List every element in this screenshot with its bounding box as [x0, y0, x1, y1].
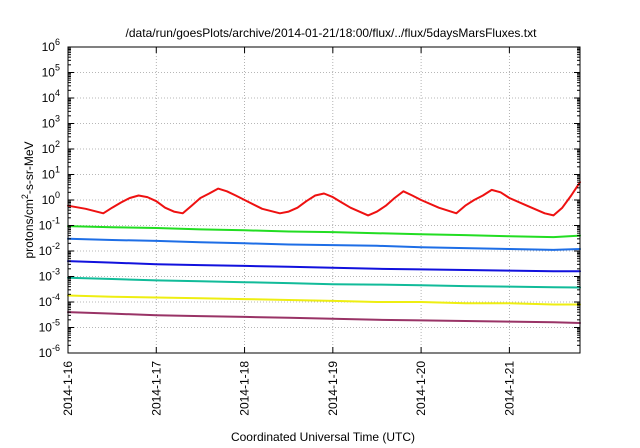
x-tick-label: 2014-1-19 [326, 361, 340, 416]
series-line-3 [67, 260, 581, 273]
y-tick-label-base: 10 [39, 270, 53, 284]
chart-title: /data/run/goesPlots/archive/2014-01-21/1… [126, 26, 538, 40]
y-tick-label: 10-5 [39, 318, 60, 335]
y-tick-label-exp: -1 [52, 216, 60, 226]
y-tick-label: 101 [42, 165, 60, 182]
x-tick-labels: 2014-1-16 2014-1-17 2014-1-18 2014-1-19 2014… [61, 361, 516, 416]
y-tick-label-base: 10 [42, 142, 56, 156]
x-tick-label: 2014-1-18 [238, 361, 252, 416]
y-tick-label: 103 [42, 114, 60, 131]
y-axis-label-base: protons/cm [22, 199, 36, 258]
x-tick-label: 2014-1-20 [414, 361, 428, 416]
y-tick-label-base: 10 [39, 219, 53, 233]
y-tick-label-base: 10 [39, 244, 53, 258]
y-tick-label-exp: 2 [55, 139, 60, 149]
series-line-0 [67, 181, 581, 217]
series-line-5 [67, 294, 581, 306]
y-tick-label-base: 10 [42, 40, 56, 54]
x-tick-label: 2014-1-21 [502, 361, 516, 416]
y-tick-label: 10-3 [39, 267, 60, 284]
y-tick-label-exp: -2 [52, 241, 60, 251]
y-tick-label-base: 10 [39, 295, 53, 309]
y-tick-label: 100 [42, 190, 60, 207]
y-tick-labels: 10-610-510-410-310-210-11001011021031041… [39, 37, 60, 360]
x-tick-label: 2014-1-17 [149, 361, 163, 416]
y-tick-label: 10-6 [39, 343, 60, 360]
grid [68, 47, 580, 353]
y-tick-label-exp: 5 [55, 63, 60, 73]
y-tick-label-exp: -6 [52, 343, 60, 353]
x-axis-label: Coordinated Universal Time (UTC) [231, 430, 415, 444]
y-tick-label: 10-1 [39, 216, 60, 233]
y-tick-label-exp: 4 [55, 88, 60, 98]
series-line-2 [67, 237, 581, 251]
y-tick-label: 10-4 [39, 292, 60, 309]
series-group [67, 181, 581, 324]
y-tick-label-base: 10 [42, 168, 56, 182]
y-tick-label-exp: 1 [55, 165, 60, 175]
y-tick-label-exp: -3 [52, 267, 60, 277]
y-tick-label-exp: 6 [55, 37, 60, 47]
y-tick-label: 10-2 [39, 241, 60, 258]
y-tick-label-base: 10 [42, 193, 56, 207]
y-tick-label-exp: 0 [55, 190, 60, 200]
y-axis-label-rest: -s-sr-MeV [22, 141, 36, 194]
y-tick-label-exp: 3 [55, 114, 60, 124]
y-tick-label: 106 [42, 37, 60, 54]
y-tick-label-base: 10 [42, 91, 56, 105]
y-axis-label: protons/cm2-s-sr-MeV [20, 141, 36, 258]
x-tick-label: 2014-1-16 [61, 361, 75, 416]
ticks [67, 46, 580, 354]
y-tick-label-exp: -5 [52, 318, 60, 328]
y-tick-label-exp: -4 [52, 292, 60, 302]
y-tick-label-base: 10 [42, 66, 56, 80]
y-tick-label: 102 [42, 139, 60, 156]
series-line-6 [67, 311, 581, 324]
y-axis-label-exp: 2 [20, 194, 30, 199]
y-tick-label-base: 10 [42, 117, 56, 131]
y-tick-label-base: 10 [39, 321, 53, 335]
y-tick-label-base: 10 [39, 346, 53, 360]
series-line-1 [67, 225, 581, 239]
y-tick-label: 105 [42, 63, 60, 80]
series-line-4 [67, 276, 581, 289]
y-tick-label: 104 [42, 88, 60, 105]
